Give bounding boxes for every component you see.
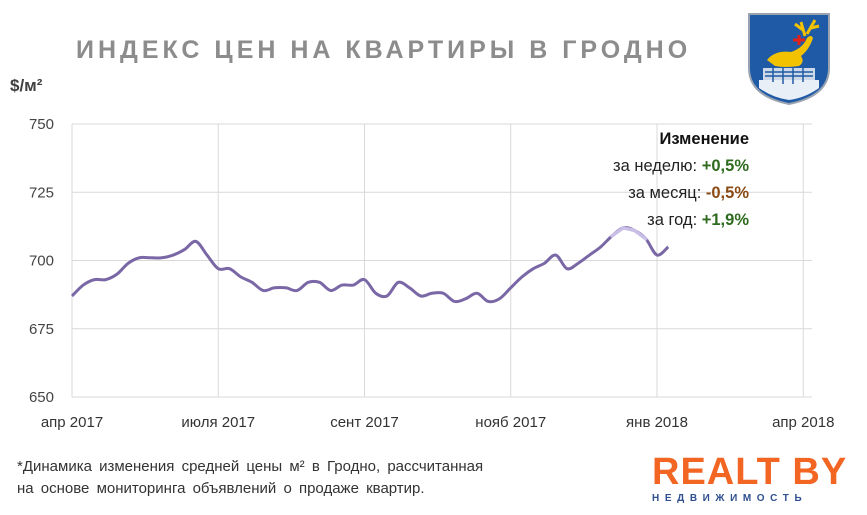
y-axis-ticks: 650 675 700 725 750	[29, 116, 54, 406]
change-month-value: -0,5%	[705, 184, 749, 202]
chart-title: ИНДЕКС ЦЕН НА КВАРТИРЫ В ГРОДНО	[76, 36, 692, 64]
footnote-line-1: *Динамика изменения средней цены м² в Гр…	[17, 458, 484, 475]
series-highlight	[610, 225, 648, 241]
y-axis-unit-label: $/м²	[10, 76, 43, 95]
change-week-value: +0,5%	[701, 157, 749, 175]
change-summary: Изменение за неделю: +0,5% за месяц: -0,…	[613, 126, 749, 234]
x-tick-label: нояб 2017	[475, 414, 546, 431]
x-tick-label: июля 2017	[181, 414, 255, 431]
change-week-row: за неделю: +0,5%	[613, 153, 749, 180]
change-year-row: за год: +1,9%	[613, 207, 749, 234]
y-tick-label: 700	[29, 253, 54, 270]
price-index-series	[70, 225, 670, 304]
x-tick-label: янв 2018	[626, 414, 688, 431]
y-tick-label: 650	[29, 389, 54, 406]
x-tick-label: апр 2017	[41, 414, 103, 431]
change-year-value: +1,9%	[701, 211, 749, 229]
y-tick-label: 750	[29, 116, 54, 133]
realt-logo-tagline: НЕДВИЖИМОСТЬ	[652, 493, 808, 504]
realt-logo[interactable]: REALT BY НЕДВИЖИМОСТЬ	[652, 451, 848, 506]
footnote: *Динамика изменения средней цены м² в Гр…	[17, 456, 483, 500]
x-axis-ticks: апр 2017 июля 2017 сент 2017 нояб 2017 янв 2…	[41, 414, 835, 431]
grodno-coat-of-arms-icon	[748, 13, 830, 106]
realt-logo-wordmark: REALT BY	[652, 451, 848, 493]
y-tick-label: 725	[29, 184, 54, 201]
change-month-row: за месяц: -0,5%	[613, 180, 749, 207]
change-heading: Изменение	[659, 130, 749, 148]
x-tick-label: сент 2017	[330, 414, 399, 431]
footnote-line-2: на основе мониторинга объявлений о прода…	[17, 480, 425, 497]
x-tick-label: апр 2018	[772, 414, 834, 431]
change-month-label: за месяц:	[628, 184, 702, 202]
y-tick-label: 675	[29, 321, 54, 338]
chart-grid	[71, 123, 812, 398]
series-line	[70, 226, 670, 304]
change-year-label: за год:	[647, 211, 698, 229]
change-week-label: за неделю:	[613, 157, 698, 175]
